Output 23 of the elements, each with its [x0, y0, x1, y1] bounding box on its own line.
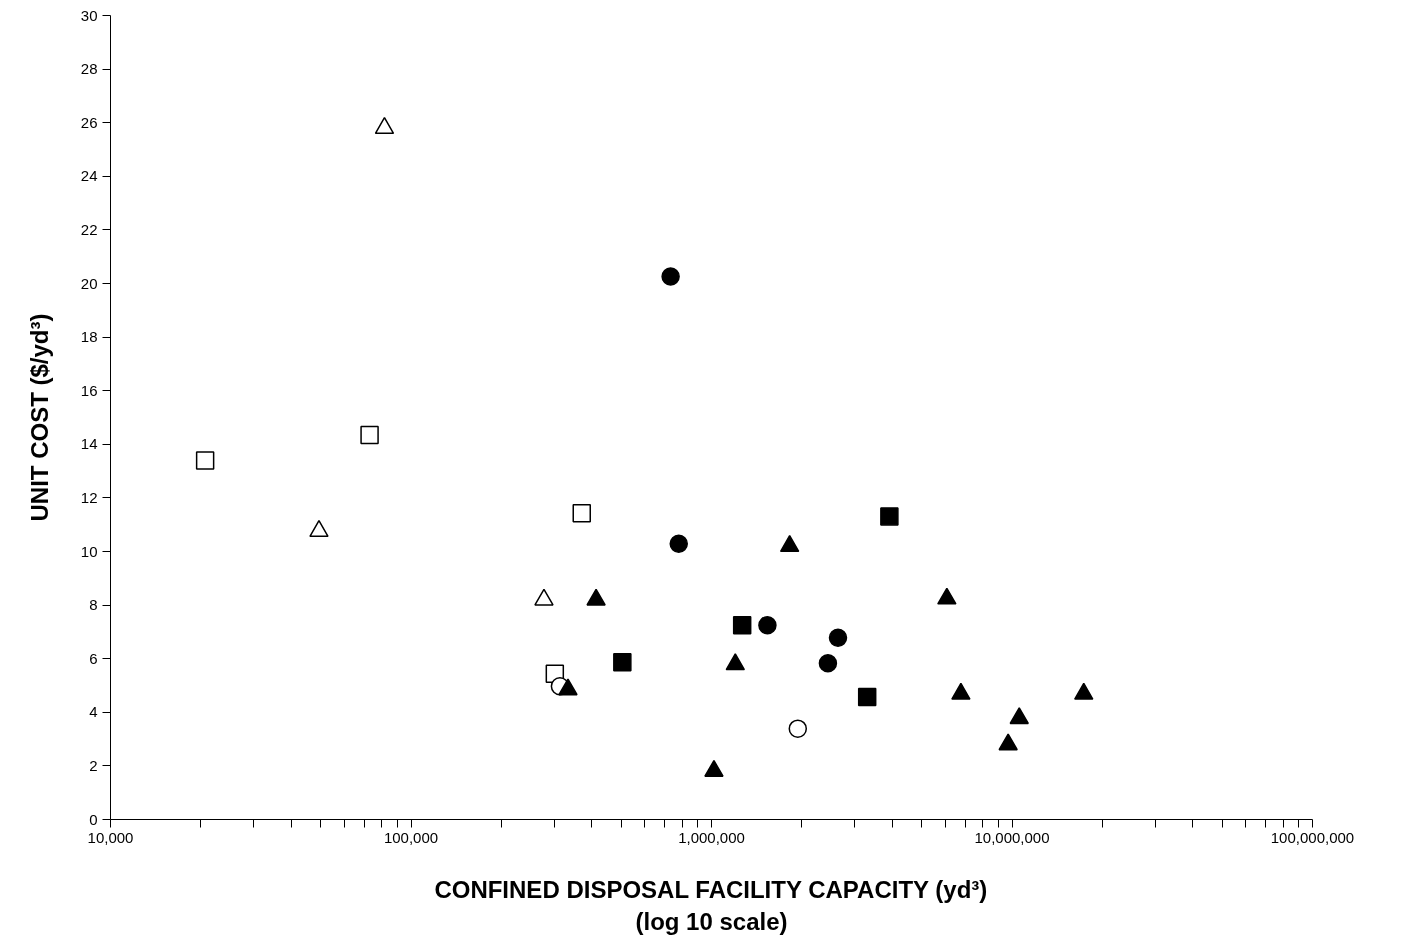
x-axis-title: CONFINED DISPOSAL FACILITY CAPACITY (yd³) (log 10 scale): [434, 875, 988, 935]
y-tick-label: 28: [80, 60, 98, 78]
y-tick-label: 8: [89, 596, 98, 614]
y-tick-label: 20: [80, 274, 98, 292]
x-tick-label: 1,000,000: [678, 828, 745, 846]
x-tick-label: 100,000: [383, 828, 439, 846]
x-tick-label: 10,000,000: [974, 828, 1050, 846]
y-tick-label: 0: [89, 810, 98, 828]
y-tick-label: 22: [80, 220, 98, 238]
y-tick-label: 26: [80, 113, 98, 131]
y-tick-label: 10: [80, 542, 98, 560]
y-tick-label: 24: [80, 167, 98, 185]
y-tick-label: 14: [80, 435, 98, 453]
x-tick-label: 100,000,000: [1270, 828, 1355, 846]
y-tick-label: 2: [89, 756, 98, 774]
y-axis-title: UNIT COST ($/yd³): [25, 313, 53, 522]
x-tick-label: 10,000: [87, 828, 134, 846]
y-tick-label: 4: [89, 703, 98, 721]
y-tick-label: 30: [80, 6, 98, 24]
y-tick-label: 12: [80, 488, 98, 506]
y-tick-label: 18: [80, 328, 98, 346]
y-tick-label: 6: [89, 649, 98, 667]
y-tick-label: 16: [80, 381, 98, 399]
